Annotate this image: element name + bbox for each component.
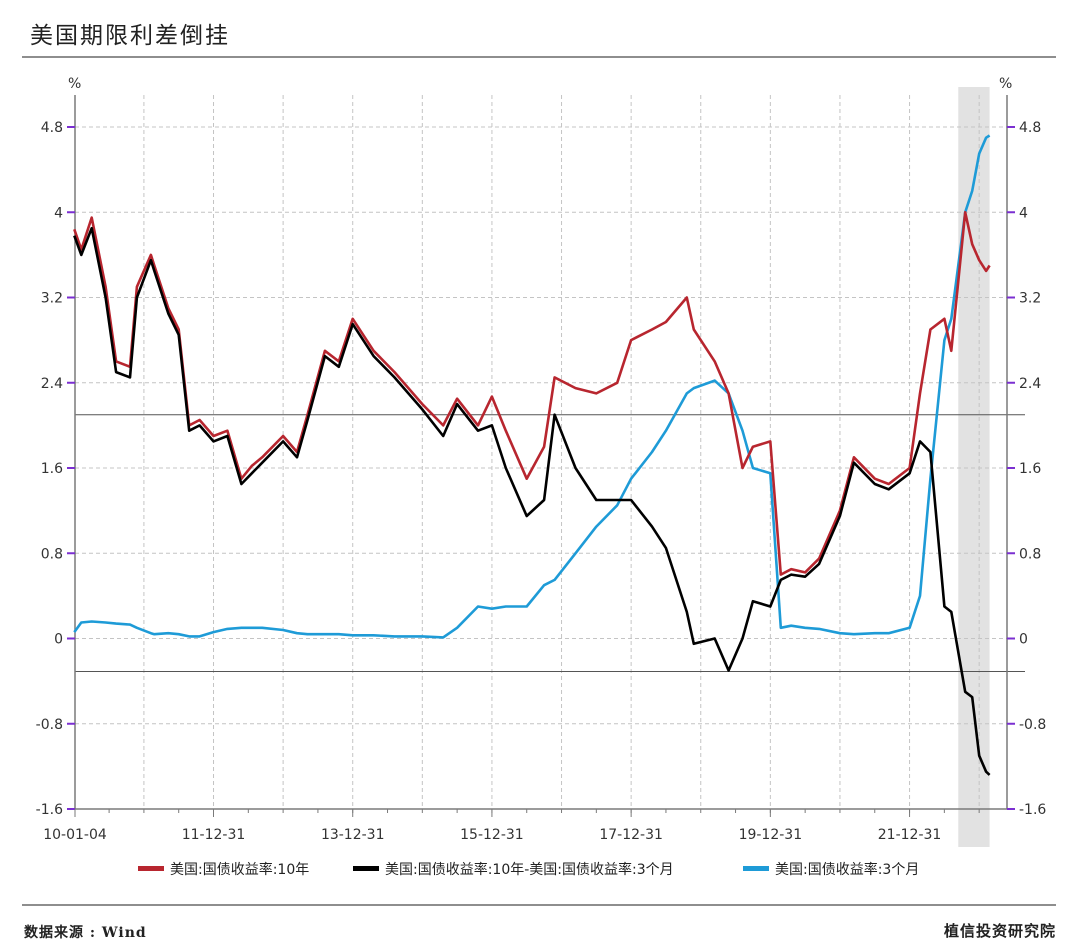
legend-label: 美国:国债收益率:3个月 bbox=[775, 861, 919, 878]
y-tick-label-right: -0.8 bbox=[1019, 717, 1046, 733]
y-tick-label-left: 4 bbox=[54, 205, 63, 221]
y-tick-label-left: 0 bbox=[54, 632, 63, 648]
y-tick-label-right: 3.2 bbox=[1019, 291, 1041, 307]
y-tick-label-left: 1.6 bbox=[41, 461, 63, 477]
x-tick-label: 11-12-31 bbox=[182, 827, 246, 843]
axes bbox=[74, 95, 1008, 810]
y-tick-label-left: 4.8 bbox=[41, 120, 63, 136]
right-unit-label: % bbox=[999, 76, 1012, 92]
legend-swatch bbox=[743, 866, 769, 871]
y-tick-label-right: 1.6 bbox=[1019, 461, 1041, 477]
grid bbox=[75, 95, 1007, 810]
title-divider bbox=[22, 56, 1056, 58]
series-lines bbox=[73, 134, 991, 776]
y-tick-label-left: -1.6 bbox=[36, 802, 63, 818]
legend: 美国:国债收益率:10年 美国:国债收益率:10年-美国:国债收益率:3个月 美国:… bbox=[138, 861, 919, 878]
x-tick-label: 15-12-31 bbox=[460, 827, 524, 843]
data-source: 数据来源 : Wind bbox=[24, 925, 147, 941]
x-tick-label: 10-01-04 bbox=[43, 827, 107, 843]
page-title: 美国期限利差倒挂 bbox=[30, 23, 230, 49]
series-line bbox=[73, 226, 991, 776]
legend-swatch bbox=[138, 866, 164, 871]
y-tick-label-right: 0.8 bbox=[1019, 546, 1041, 562]
x-tick-label: 19-12-31 bbox=[739, 827, 803, 843]
y-tick-label-left: 3.2 bbox=[41, 291, 63, 307]
series-line bbox=[73, 211, 991, 576]
axis-ticks: -1.6 -1.6 -0.8 -0.8 0 0 0.8 0.8 1.6 1.6 2.4 2.4 3.2 3… bbox=[36, 120, 1047, 843]
legend-label: 美国:国债收益率:10年-美国:国债收益率:3个月 bbox=[385, 861, 674, 878]
legend-label: 美国:国债收益率:10年 bbox=[170, 861, 309, 878]
chart-area: -1.6 -1.6 -0.8 -0.8 0 0 0.8 0.8 1.6 1.6 2.4 2.4 3.2 3… bbox=[36, 76, 1047, 878]
y-tick-label-right: 4.8 bbox=[1019, 120, 1041, 136]
inversion-shade bbox=[958, 87, 990, 847]
legend-swatch bbox=[353, 866, 379, 871]
y-tick-label-right: 2.4 bbox=[1019, 376, 1041, 392]
y-tick-label-right: -1.6 bbox=[1019, 802, 1046, 818]
x-tick-label: 17-12-31 bbox=[599, 827, 663, 843]
y-tick-label-right: 4 bbox=[1019, 205, 1028, 221]
y-tick-label-left: 0.8 bbox=[41, 546, 63, 562]
organization-name: 植信投资研究院 bbox=[943, 922, 1056, 940]
y-tick-label-left: 2.4 bbox=[41, 376, 63, 392]
series-line bbox=[73, 134, 991, 639]
left-unit-label: % bbox=[68, 76, 81, 92]
y-tick-label-right: 0 bbox=[1019, 632, 1028, 648]
x-tick-label: 13-12-31 bbox=[321, 827, 385, 843]
x-tick-label: 21-12-31 bbox=[878, 827, 942, 843]
footer-divider bbox=[22, 904, 1056, 906]
y-tick-label-left: -0.8 bbox=[36, 717, 63, 733]
